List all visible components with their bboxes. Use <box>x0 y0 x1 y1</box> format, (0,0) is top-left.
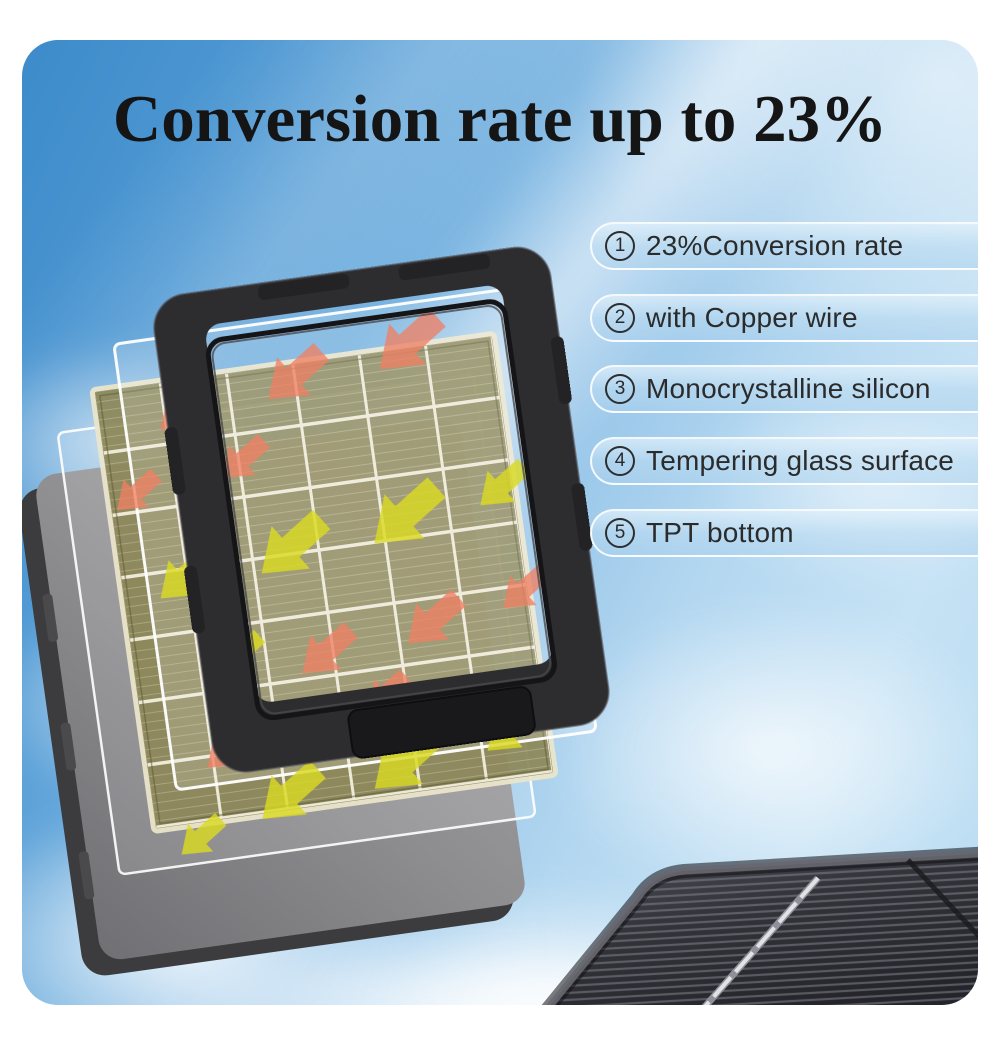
feature-pill-4: 4 Tempering glass surface <box>590 437 978 485</box>
feature-number-badge: 4 <box>605 446 635 476</box>
feature-label: with Copper wire <box>646 302 858 333</box>
frame-stand-grip <box>347 686 536 759</box>
feature-number-badge: 3 <box>605 374 635 404</box>
feature-pill-3: 3 Monocrystalline silicon <box>590 365 978 413</box>
feature-pill-5: 5 TPT bottom <box>590 509 978 557</box>
cloud <box>542 600 978 900</box>
feature-label: 23%Conversion rate <box>646 230 904 261</box>
corner-panel-photo <box>541 846 978 1005</box>
feature-pill-2: 2 with Copper wire <box>590 294 978 342</box>
exploded-panel-illustration <box>22 246 978 1005</box>
feature-label: TPT bottom <box>646 517 794 548</box>
panel-cell-gap <box>906 858 978 939</box>
feature-pill-1: 1 23%Conversion rate <box>590 222 978 270</box>
feature-number-badge: 5 <box>605 518 635 548</box>
sky-background: Conversion rate up to 23% 1 23%Conversio… <box>22 40 978 1005</box>
feature-number-badge: 1 <box>605 231 635 261</box>
feature-label: Tempering glass surface <box>646 445 955 476</box>
feature-number-badge: 2 <box>605 303 635 333</box>
feature-label: Monocrystalline silicon <box>646 373 931 404</box>
panel-frame <box>153 246 610 773</box>
page-title: Conversion rate up to 23% <box>112 82 888 156</box>
